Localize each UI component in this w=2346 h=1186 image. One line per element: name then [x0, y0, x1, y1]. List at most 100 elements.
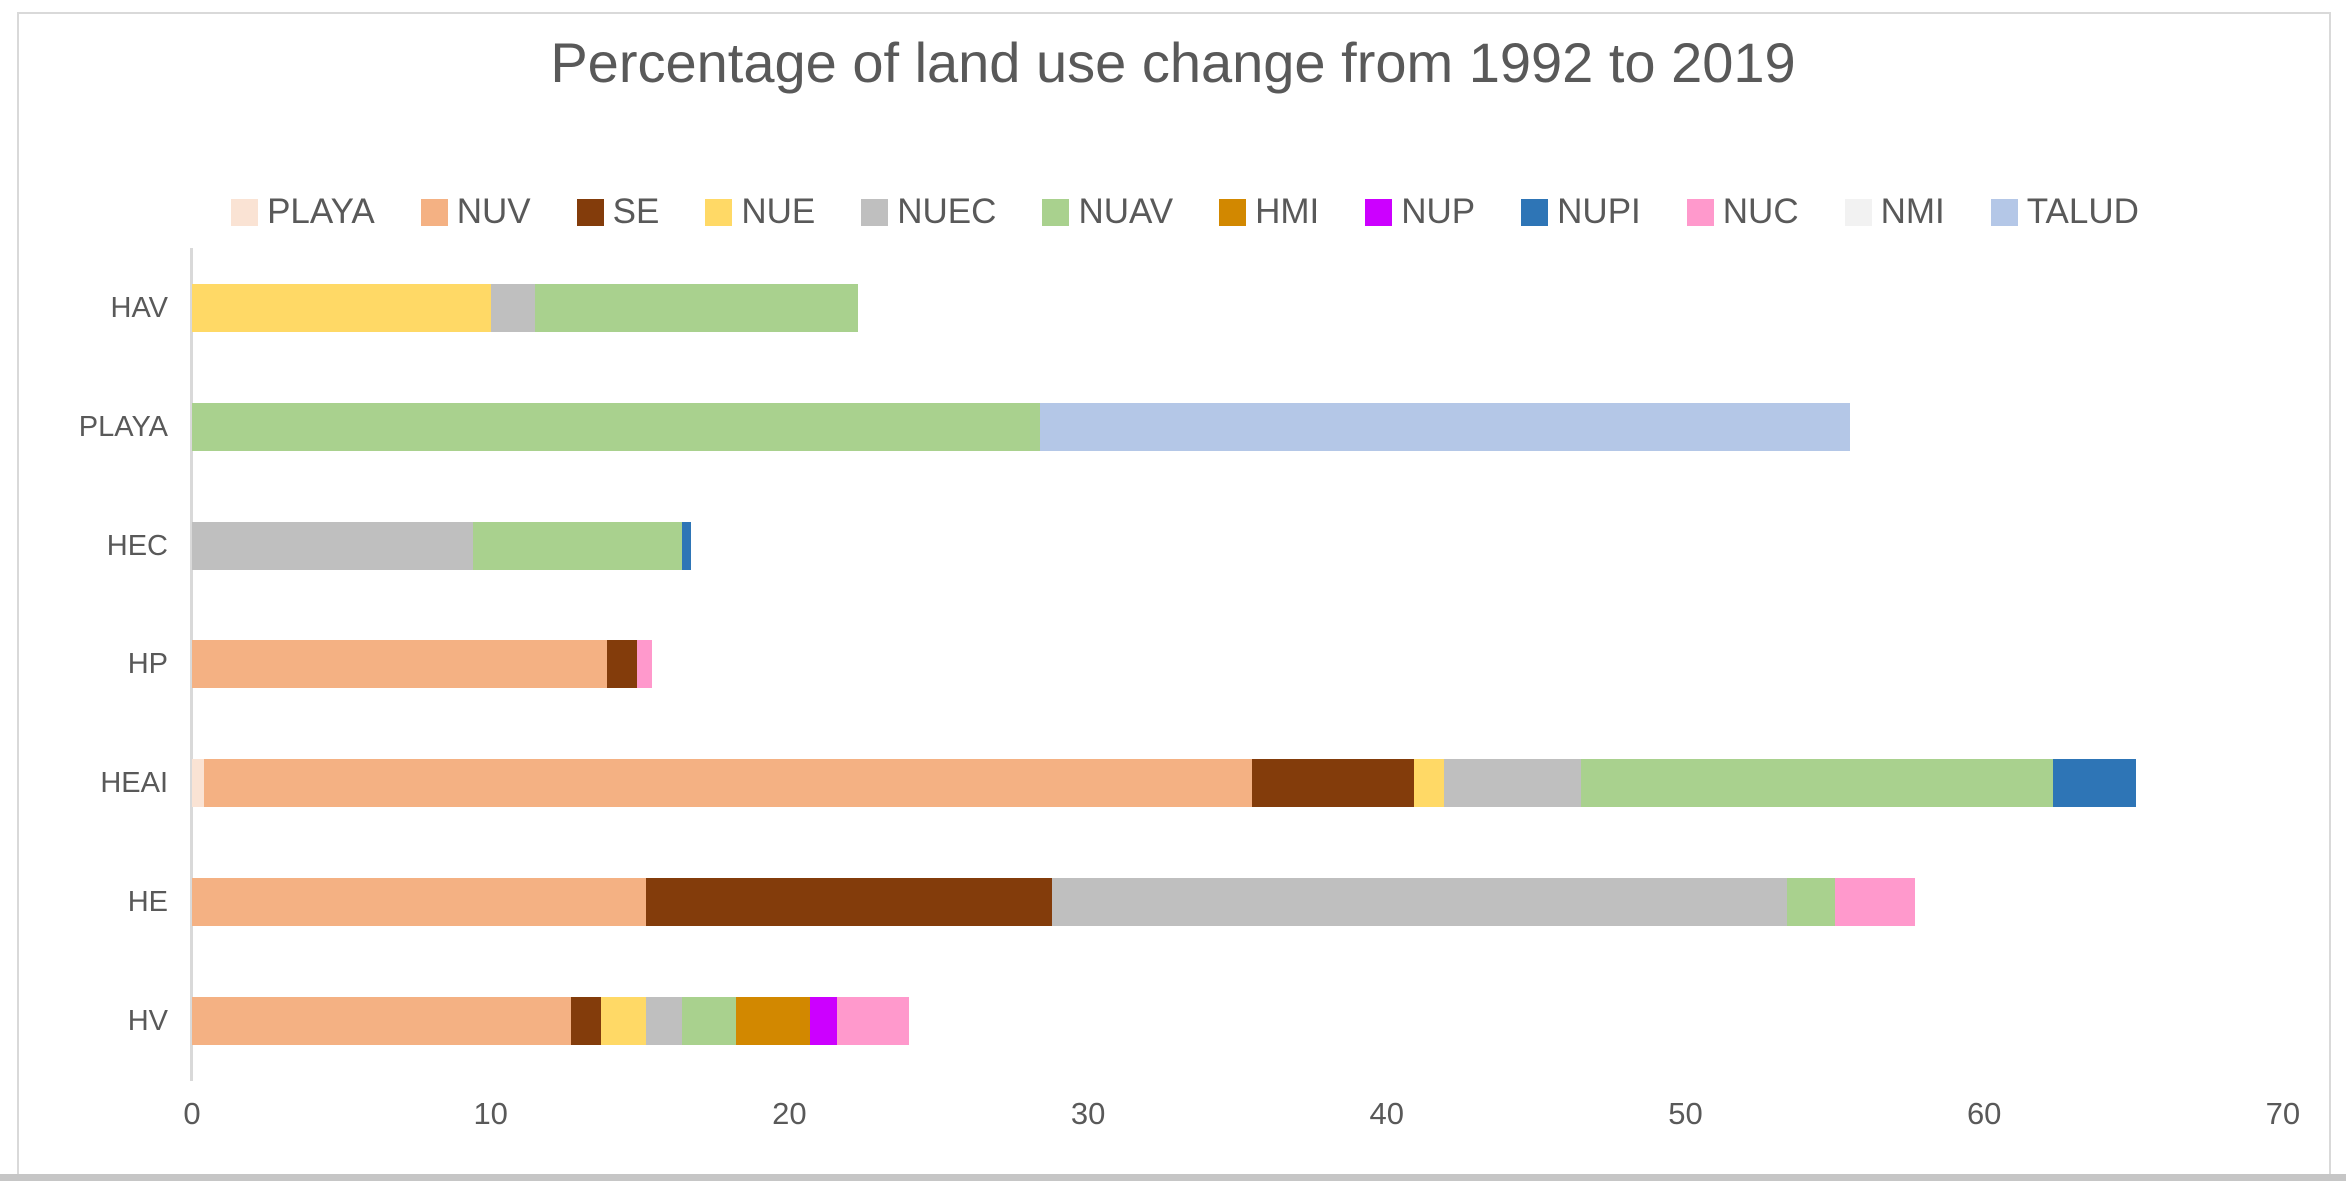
bar-segment-hv-nup [810, 997, 838, 1045]
category-label: HV [127, 1005, 168, 1037]
bar-segment-hav-nuav [535, 284, 859, 332]
category-label: HEAI [100, 767, 168, 799]
bar-segment-hv-nue [601, 997, 646, 1045]
legend-item-nuec: NUEC [861, 192, 996, 232]
stacked-bar-hec [192, 522, 691, 570]
bar-segment-hav-nuec [490, 284, 536, 332]
legend-label: PLAYA [267, 192, 375, 231]
stacked-bar-hav [192, 284, 859, 332]
legend-label: SE [612, 192, 660, 231]
bar-segment-hv-nuec [646, 997, 682, 1045]
bar-segment-hv-hmi [735, 997, 811, 1045]
bar-segment-hp-se [607, 640, 638, 688]
bar-segment-heai-nupi [2052, 759, 2137, 807]
legend-item-nuv: NUV [420, 192, 531, 232]
legend-swatch-se [576, 198, 604, 226]
chart-title: Percentage of land use change from 1992 … [550, 31, 1796, 94]
legend-label: NUEC [897, 192, 997, 231]
legend-label: TALUD [2026, 192, 2139, 231]
legend-label: NUC [1722, 192, 1799, 231]
bar-segment-hec-nuec [192, 522, 473, 570]
legend-label: NUPI [1557, 192, 1641, 231]
bar-segment-he-se [646, 878, 1053, 926]
category-label: PLAYA [78, 411, 168, 443]
legend-label: NUE [741, 192, 816, 231]
chart-frame [17, 12, 2331, 1176]
x-tick-label: 70 [2265, 1096, 2301, 1131]
legend-item-se: SE [576, 192, 660, 232]
bar-segment-heai-nuv [203, 759, 1253, 807]
stacked-bar-playa [192, 403, 1850, 451]
legend-swatch-nmi [1844, 198, 1872, 226]
category-label: HE [127, 886, 168, 918]
bar-segment-hec-nuav [472, 522, 682, 570]
legend-item-nue: NUE [705, 192, 815, 232]
bar-segment-playa-nuav [192, 403, 1041, 451]
bar-segment-hv-se [571, 997, 602, 1045]
legend-label: NUV [456, 192, 531, 231]
bar-row-hav: HAV [0, 284, 2346, 332]
stacked-bar-hp [192, 640, 652, 688]
legend-item-playa: PLAYA [231, 192, 375, 232]
bar-segment-hp-nuv [192, 640, 608, 688]
legend-label: NUP [1401, 192, 1476, 231]
legend-item-nuc: NUC [1686, 192, 1799, 232]
x-tick-label: 30 [1070, 1096, 1106, 1131]
legend-swatch-nuv [420, 198, 448, 226]
bar-row-hv: HV [0, 997, 2346, 1045]
x-tick-label: 0 [183, 1096, 201, 1131]
bar-row-hp: HP [0, 640, 2346, 688]
legend-item-nup: NUP [1365, 192, 1475, 232]
legend-item-nupi: NUPI [1521, 192, 1641, 232]
bar-segment-playa-talud [1040, 403, 1850, 451]
category-label: HAV [110, 292, 168, 324]
legend-label: NUAV [1078, 192, 1174, 231]
legend-item-hmi: HMI [1219, 192, 1319, 232]
x-axis: 0 10 20 30 40 50 60 70 [0, 1096, 2346, 1141]
bar-segment-heai-nuec [1443, 759, 1581, 807]
bar-segment-he-nuv [192, 878, 647, 926]
category-label: HP [127, 648, 168, 680]
bar-segment-he-nuec [1052, 878, 1788, 926]
bar-segment-heai-playa [192, 759, 204, 807]
category-label: HEC [106, 530, 168, 562]
bar-segment-hv-nuav [681, 997, 736, 1045]
x-tick-label: 20 [772, 1096, 807, 1131]
x-tick-label: 40 [1369, 1096, 1405, 1131]
legend-swatch-nup [1365, 198, 1393, 226]
bar-row-heai: HEAI [0, 759, 2346, 807]
legend-swatch-nuav [1042, 198, 1070, 226]
bar-segment-hp-nuc [637, 640, 652, 688]
window-bottom-edge [0, 1174, 2346, 1181]
bar-segment-he-nuc [1834, 878, 1916, 926]
bar-segment-hec-nupi [681, 522, 691, 570]
legend-swatch-nuc [1686, 198, 1714, 226]
legend-swatch-nue [705, 198, 733, 226]
bar-segment-hv-nuv [192, 997, 572, 1045]
legend: PLAYA NUV SE NUE NUEC NUAV HMI NUP NUPI NUC NMI TAL… [120, 192, 2250, 232]
y-axis-line [190, 248, 193, 1081]
x-tick-label: 60 [1966, 1096, 2002, 1131]
legend-label: NMI [1880, 192, 1945, 231]
bar-segment-hv-nuc [837, 997, 909, 1045]
x-tick-label: 50 [1668, 1096, 1703, 1131]
stacked-bar-hv [192, 997, 909, 1045]
legend-item-talud: TALUD [1990, 192, 2139, 232]
bar-row-hec: HEC [0, 522, 2346, 570]
bar-segment-he-nuav [1787, 878, 1835, 926]
stacked-bar-heai [192, 759, 2137, 807]
x-tick-label: 10 [473, 1096, 508, 1131]
bar-segment-heai-nue [1413, 759, 1444, 807]
legend-item-nmi: NMI [1844, 192, 1945, 232]
bar-row-playa: PLAYA [0, 403, 2346, 451]
legend-swatch-hmi [1219, 198, 1247, 226]
legend-swatch-nupi [1521, 198, 1549, 226]
legend-swatch-playa [231, 198, 259, 226]
stacked-bar-he [192, 878, 1916, 926]
bar-segment-heai-nuav [1580, 759, 2053, 807]
bar-segment-hav-nue [192, 284, 491, 332]
legend-label: HMI [1255, 192, 1320, 231]
bar-row-he: HE [0, 878, 2346, 926]
legend-swatch-talud [1990, 198, 2018, 226]
